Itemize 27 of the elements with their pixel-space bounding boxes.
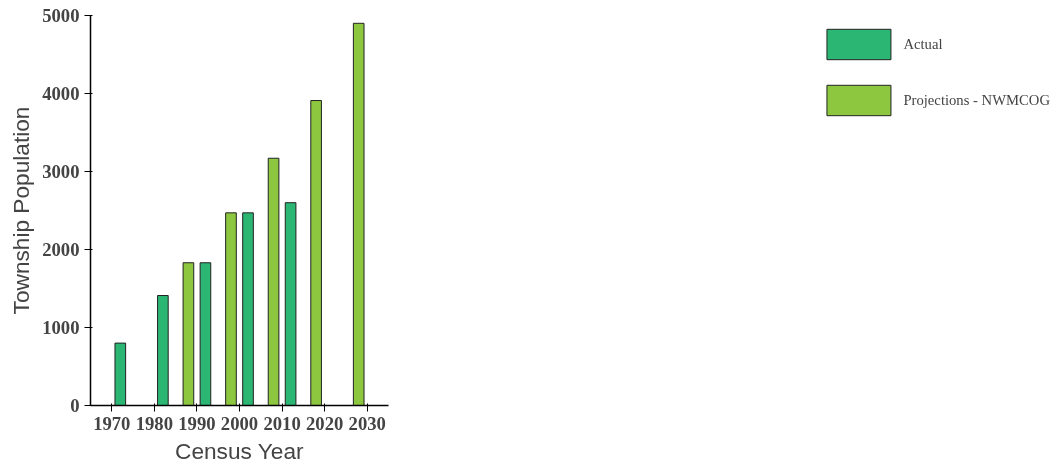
legend-label: Actual bbox=[903, 35, 943, 53]
x-tick-label: 1980 bbox=[135, 412, 174, 434]
y-tick-label: 0 bbox=[70, 395, 80, 416]
bar bbox=[114, 342, 127, 406]
y-tick-label: 1000 bbox=[42, 317, 80, 338]
bar bbox=[199, 262, 212, 406]
y-tick-label: 3000 bbox=[42, 161, 80, 182]
y-tick-label: 5000 bbox=[42, 5, 80, 26]
y-axis-title: Township Population bbox=[8, 106, 35, 315]
bar bbox=[267, 157, 280, 406]
bar bbox=[284, 202, 297, 406]
x-tick-label: 2000 bbox=[220, 412, 259, 434]
x-tick-label: 2010 bbox=[263, 412, 301, 434]
x-tick-label: 2020 bbox=[305, 412, 344, 434]
legend-label: Projections - NWMCOG bbox=[903, 91, 1050, 109]
bar bbox=[352, 22, 365, 406]
x-tick-label: 1990 bbox=[178, 412, 216, 434]
bar bbox=[242, 212, 254, 406]
bar bbox=[182, 262, 195, 406]
x-tick-label: 1970 bbox=[93, 412, 131, 434]
y-tick-label: 2000 bbox=[42, 239, 80, 260]
x-axis-title: Census Year bbox=[175, 437, 304, 464]
bar bbox=[310, 100, 322, 406]
y-tick-label: 4000 bbox=[42, 83, 80, 104]
bar bbox=[225, 212, 237, 406]
bar bbox=[157, 295, 169, 406]
x-tick-label: 2030 bbox=[348, 412, 386, 434]
